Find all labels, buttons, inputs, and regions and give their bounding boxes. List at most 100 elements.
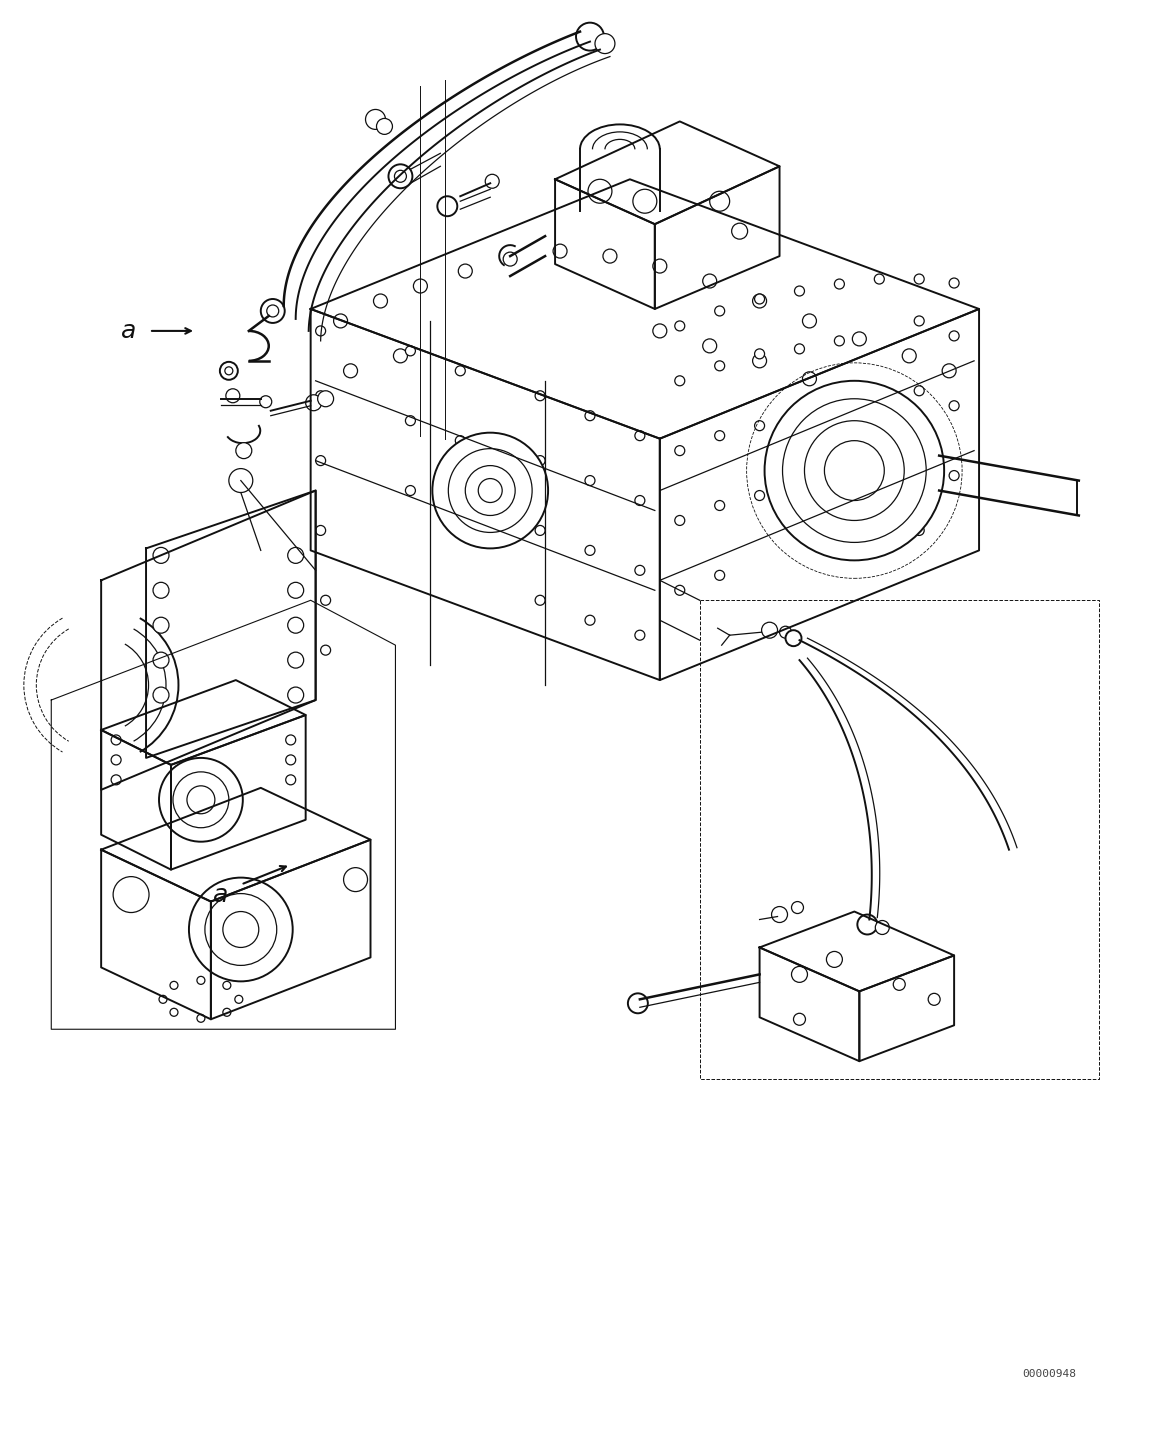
Circle shape — [374, 293, 388, 308]
Circle shape — [259, 396, 272, 408]
Circle shape — [950, 278, 959, 288]
Circle shape — [287, 617, 304, 633]
Text: a: a — [214, 883, 229, 907]
Circle shape — [827, 952, 842, 967]
Circle shape — [585, 615, 595, 625]
Circle shape — [187, 786, 215, 814]
Circle shape — [235, 996, 243, 1003]
Circle shape — [786, 630, 801, 647]
Circle shape — [343, 867, 368, 892]
Circle shape — [223, 912, 259, 947]
Circle shape — [456, 505, 465, 515]
Text: 00000948: 00000948 — [1022, 1369, 1076, 1379]
Circle shape — [825, 441, 884, 501]
Circle shape — [710, 192, 730, 212]
Circle shape — [554, 245, 566, 258]
Circle shape — [755, 293, 765, 303]
Circle shape — [153, 653, 169, 668]
Circle shape — [189, 877, 293, 982]
Circle shape — [225, 389, 239, 402]
Circle shape — [449, 449, 533, 532]
Circle shape — [792, 902, 804, 913]
Circle shape — [204, 893, 277, 966]
Circle shape — [153, 548, 169, 564]
Circle shape — [915, 386, 924, 396]
Circle shape — [915, 316, 924, 326]
Circle shape — [675, 321, 684, 331]
Circle shape — [603, 249, 617, 263]
Circle shape — [675, 376, 684, 386]
Circle shape — [792, 966, 807, 982]
Circle shape — [779, 627, 792, 638]
Circle shape — [755, 421, 765, 431]
Circle shape — [111, 756, 121, 766]
Circle shape — [894, 979, 905, 990]
Circle shape — [266, 305, 279, 316]
Circle shape — [783, 399, 926, 542]
Circle shape — [287, 687, 304, 703]
Circle shape — [633, 189, 656, 213]
Circle shape — [458, 265, 472, 278]
Circle shape — [834, 279, 844, 289]
Circle shape — [857, 914, 877, 934]
Circle shape — [752, 353, 766, 368]
Circle shape — [772, 907, 787, 923]
Circle shape — [405, 346, 416, 356]
Circle shape — [395, 170, 406, 182]
Circle shape — [197, 976, 204, 985]
Circle shape — [794, 343, 805, 353]
Circle shape — [576, 23, 604, 50]
Circle shape — [635, 565, 645, 575]
Circle shape — [915, 275, 924, 283]
Circle shape — [950, 471, 959, 481]
Circle shape — [635, 431, 645, 441]
Circle shape — [875, 920, 889, 934]
Circle shape — [628, 993, 648, 1013]
Circle shape — [405, 416, 416, 425]
Circle shape — [802, 372, 816, 386]
Circle shape — [485, 175, 499, 189]
Circle shape — [875, 275, 884, 283]
Circle shape — [153, 617, 169, 633]
Circle shape — [229, 468, 252, 492]
Circle shape — [159, 758, 243, 841]
Circle shape — [715, 431, 724, 441]
Circle shape — [635, 630, 645, 640]
Circle shape — [413, 279, 427, 293]
Circle shape — [950, 401, 959, 411]
Circle shape — [111, 736, 121, 746]
Circle shape — [223, 982, 231, 989]
Circle shape — [675, 445, 684, 455]
Circle shape — [171, 1009, 178, 1016]
Circle shape — [703, 275, 717, 288]
Circle shape — [432, 432, 548, 548]
Circle shape — [315, 455, 326, 465]
Circle shape — [171, 982, 178, 989]
Circle shape — [929, 993, 940, 1006]
Circle shape — [321, 645, 331, 655]
Circle shape — [376, 119, 392, 135]
Circle shape — [287, 653, 304, 668]
Circle shape — [394, 349, 408, 363]
Circle shape — [902, 349, 916, 363]
Circle shape — [765, 381, 944, 561]
Circle shape — [223, 1009, 231, 1016]
Circle shape — [715, 571, 724, 581]
Circle shape — [405, 485, 416, 495]
Circle shape — [456, 435, 465, 445]
Circle shape — [731, 223, 748, 239]
Circle shape — [715, 361, 724, 371]
Circle shape — [915, 455, 924, 465]
Circle shape — [318, 391, 334, 406]
Circle shape — [950, 331, 959, 341]
Circle shape — [465, 465, 515, 515]
Circle shape — [286, 774, 296, 784]
Circle shape — [478, 478, 502, 502]
Circle shape — [260, 299, 285, 323]
Circle shape — [535, 595, 545, 605]
Circle shape — [588, 179, 612, 203]
Circle shape — [805, 421, 904, 521]
Circle shape — [675, 585, 684, 595]
Circle shape — [220, 362, 238, 379]
Circle shape — [437, 196, 458, 216]
